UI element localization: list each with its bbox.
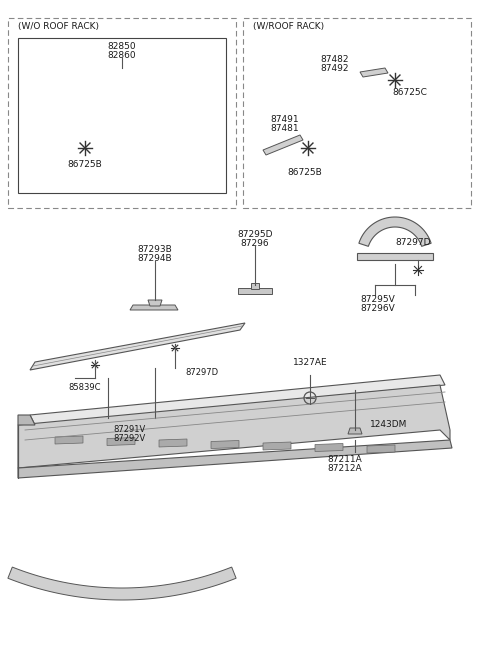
- Text: 87297D: 87297D: [185, 368, 218, 377]
- Text: 87292V: 87292V: [114, 434, 146, 443]
- Polygon shape: [148, 300, 162, 306]
- Text: 1243DM: 1243DM: [370, 420, 408, 429]
- Polygon shape: [55, 436, 83, 444]
- Text: 86725B: 86725B: [68, 160, 102, 169]
- Text: 87482: 87482: [321, 55, 349, 64]
- Text: 87481: 87481: [270, 124, 299, 133]
- Polygon shape: [18, 415, 35, 425]
- Polygon shape: [315, 443, 343, 451]
- Polygon shape: [263, 442, 291, 450]
- Bar: [18, 38, 226, 193]
- Polygon shape: [107, 438, 135, 445]
- Text: 87296: 87296: [240, 239, 269, 248]
- Polygon shape: [211, 441, 239, 449]
- Polygon shape: [263, 135, 303, 155]
- Text: 85839C: 85839C: [68, 383, 100, 392]
- Text: 82850: 82850: [108, 42, 136, 51]
- Text: 87291V: 87291V: [114, 425, 146, 434]
- Bar: [243, 18, 471, 208]
- Text: (W/O ROOF RACK): (W/O ROOF RACK): [18, 22, 99, 31]
- Text: 82860: 82860: [108, 51, 136, 60]
- Text: 87211A: 87211A: [328, 455, 362, 464]
- Polygon shape: [30, 375, 445, 425]
- Polygon shape: [8, 567, 236, 600]
- Polygon shape: [357, 253, 433, 260]
- Text: 87492: 87492: [321, 64, 349, 73]
- Polygon shape: [159, 439, 187, 447]
- Text: 86725B: 86725B: [288, 168, 323, 177]
- Text: (W/ROOF RACK): (W/ROOF RACK): [253, 22, 324, 31]
- Text: 87294B: 87294B: [138, 254, 172, 263]
- Polygon shape: [30, 323, 245, 370]
- Text: 87296V: 87296V: [360, 304, 395, 313]
- Text: 87293B: 87293B: [138, 245, 172, 254]
- Polygon shape: [251, 283, 259, 289]
- Polygon shape: [360, 68, 388, 77]
- Polygon shape: [130, 305, 178, 310]
- Text: 86725C: 86725C: [393, 88, 427, 97]
- Polygon shape: [18, 440, 452, 478]
- Text: 87212A: 87212A: [328, 464, 362, 473]
- Polygon shape: [359, 217, 431, 246]
- Polygon shape: [238, 288, 272, 294]
- Text: 1327AE: 1327AE: [293, 358, 327, 367]
- Text: 87297D: 87297D: [395, 238, 431, 247]
- Text: 87491: 87491: [270, 115, 299, 124]
- Polygon shape: [18, 385, 450, 468]
- Text: 87295D: 87295D: [237, 230, 273, 239]
- Polygon shape: [348, 428, 362, 434]
- Bar: [8, 18, 236, 208]
- Text: 87295V: 87295V: [360, 295, 395, 304]
- Polygon shape: [367, 445, 395, 453]
